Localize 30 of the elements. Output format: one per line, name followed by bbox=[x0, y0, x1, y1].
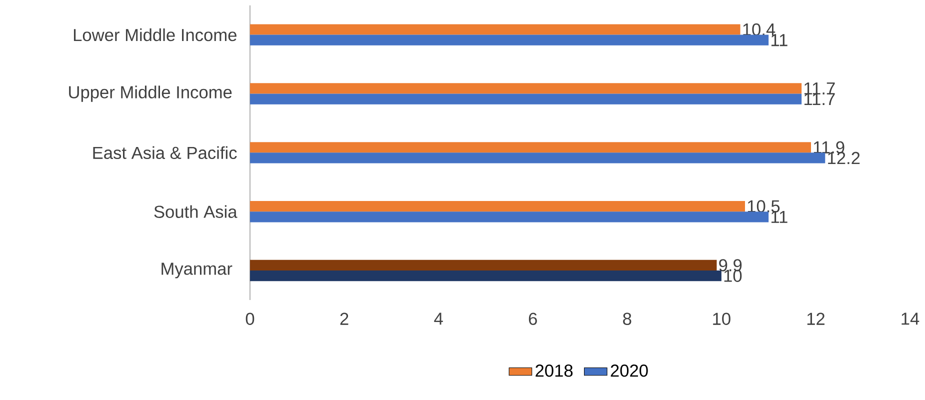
bar bbox=[250, 34, 769, 46]
bar bbox=[250, 83, 802, 94]
data-label: 11 bbox=[771, 34, 788, 46]
x-tick-label: 4 bbox=[434, 312, 443, 325]
x-tick-label: 0 bbox=[246, 312, 254, 325]
x-tick-label: 2 bbox=[340, 312, 348, 325]
y-tick-label: Myanmar bbox=[162, 262, 232, 278]
bar bbox=[250, 24, 740, 35]
data-label: 9.9 bbox=[719, 259, 742, 272]
bar bbox=[250, 94, 802, 104]
bar bbox=[250, 152, 826, 164]
x-tick-label: 6 bbox=[528, 312, 537, 325]
bar bbox=[250, 212, 769, 222]
x-tick-label: 10 bbox=[713, 312, 730, 325]
x-tick-label: 14 bbox=[902, 312, 920, 325]
y-tick-label: Upper Middle Income bbox=[69, 86, 232, 102]
bar bbox=[250, 270, 722, 282]
data-label: 12.2 bbox=[828, 152, 860, 164]
x-tick-label: 8 bbox=[623, 312, 632, 325]
legend-label: 2018 bbox=[536, 364, 573, 377]
y-tick-label: East Asia & Pacific bbox=[93, 146, 237, 160]
bar bbox=[250, 260, 717, 271]
legend-label: 2020 bbox=[610, 364, 648, 377]
bar bbox=[250, 201, 746, 212]
y-tick-label: Lower Middle Income bbox=[74, 28, 236, 42]
data-label: 11 bbox=[771, 210, 788, 223]
data-label: 10 bbox=[724, 270, 742, 282]
x-tick-label: 12 bbox=[807, 312, 824, 325]
y-tick-label: South Asia bbox=[154, 205, 238, 218]
bar bbox=[250, 142, 812, 153]
